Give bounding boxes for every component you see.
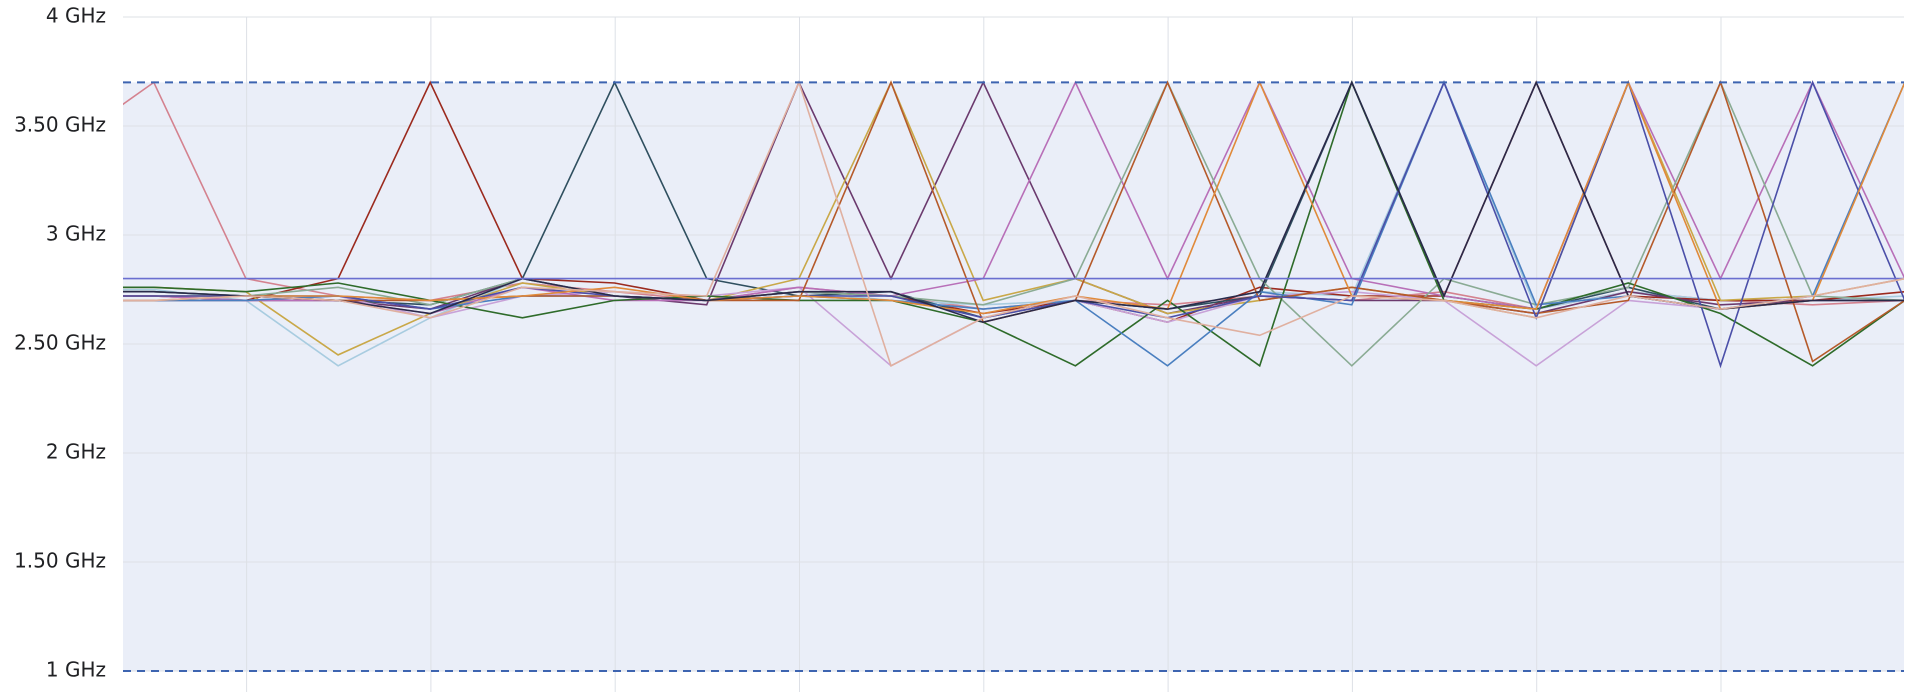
y-tick-label: 1.50 GHz [14, 549, 106, 573]
y-tick-label: 2.50 GHz [14, 331, 106, 355]
plot-lines [123, 80, 1904, 369]
threshold-band [123, 82, 1904, 671]
series-line [123, 80, 1904, 315]
series-line [123, 80, 1904, 367]
y-tick-label: 3.50 GHz [14, 113, 106, 137]
y-tick-label: 1 GHz [46, 658, 106, 682]
series-line [123, 80, 1904, 324]
y-tick-label: 2 GHz [46, 440, 106, 464]
y-tick-label: 3 GHz [46, 222, 106, 246]
series-line [123, 80, 1904, 367]
y-tick-label: 4 GHz [46, 4, 106, 28]
